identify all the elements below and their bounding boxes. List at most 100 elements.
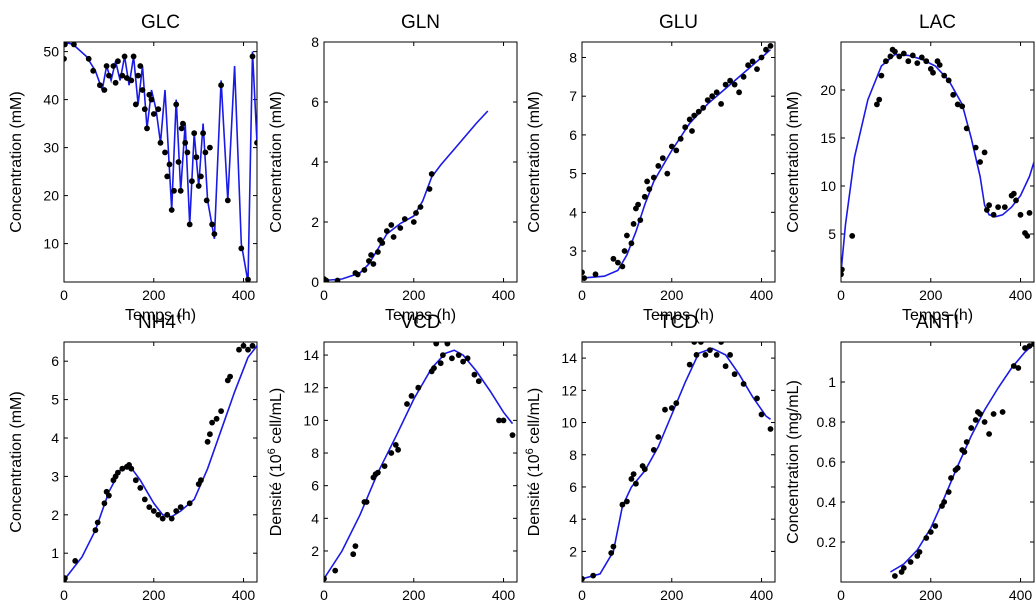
data-point bbox=[704, 97, 711, 103]
data-point bbox=[610, 255, 617, 262]
plot-area bbox=[324, 110, 489, 282]
x-tick-label: 400 bbox=[232, 587, 256, 603]
data-point bbox=[144, 125, 150, 132]
data-point bbox=[941, 72, 948, 79]
data-point bbox=[849, 233, 856, 239]
data-point bbox=[460, 358, 466, 365]
data-point bbox=[592, 271, 599, 278]
y-tick-label: 4 bbox=[569, 204, 577, 220]
data-point bbox=[995, 204, 1001, 211]
panel-title: GLN bbox=[401, 12, 440, 33]
data-point bbox=[361, 267, 368, 273]
data-point bbox=[137, 485, 144, 491]
y-tick-label: 14 bbox=[561, 350, 577, 366]
data-point bbox=[682, 124, 689, 131]
y-tick-label: 10 bbox=[820, 178, 836, 194]
data-point bbox=[119, 72, 126, 79]
y-tick-label: 8 bbox=[569, 447, 577, 463]
data-point bbox=[177, 187, 184, 194]
y-axis-label: Concentration (mM) bbox=[785, 91, 802, 232]
data-point bbox=[691, 112, 698, 119]
data-point bbox=[945, 489, 952, 495]
y-tick-label: 4 bbox=[51, 430, 59, 446]
panel-title: TCD bbox=[659, 312, 698, 333]
data-point bbox=[155, 511, 162, 518]
y-tick-label: 6 bbox=[51, 353, 59, 369]
data-point bbox=[948, 475, 954, 481]
data-point bbox=[740, 381, 747, 387]
data-point bbox=[455, 352, 462, 358]
data-point bbox=[354, 271, 361, 278]
data-point bbox=[722, 363, 729, 370]
data-point bbox=[624, 498, 630, 505]
panel-glu: 0 200 400 3 4 5 6 7 8 GLU Temps (h) Concentration (… bbox=[526, 12, 776, 324]
data-point bbox=[916, 549, 923, 555]
x-tick-label: 200 bbox=[142, 287, 166, 303]
data-point bbox=[444, 342, 451, 347]
y-tick-label: 2 bbox=[311, 543, 319, 559]
data-point bbox=[164, 173, 171, 180]
data-point bbox=[673, 400, 680, 407]
data-point bbox=[628, 240, 635, 247]
y-axis-label: Concentration (mM) bbox=[526, 91, 543, 232]
data-point bbox=[650, 447, 657, 453]
data-point bbox=[141, 496, 148, 503]
x-tick-label: 0 bbox=[837, 287, 845, 303]
data-point bbox=[930, 69, 936, 76]
data-point bbox=[990, 211, 997, 218]
data-point bbox=[981, 149, 988, 156]
data-point bbox=[148, 96, 155, 103]
y-tick-label: 5 bbox=[51, 392, 59, 408]
data-point bbox=[718, 101, 724, 107]
data-point bbox=[203, 197, 210, 204]
x-tick-label: 0 bbox=[578, 587, 586, 603]
x-tick-label: 0 bbox=[320, 287, 328, 303]
data-point bbox=[582, 275, 588, 281]
data-point bbox=[767, 43, 774, 49]
plot-area bbox=[582, 342, 774, 582]
x-tick-label: 400 bbox=[750, 287, 774, 303]
y-tick-label: 40 bbox=[43, 92, 59, 108]
data-point bbox=[352, 543, 359, 549]
plot-frame bbox=[63, 41, 258, 283]
data-point bbox=[659, 155, 666, 162]
x-tick-label: 200 bbox=[402, 287, 426, 303]
x-axis-label: Temps (h) bbox=[125, 307, 196, 324]
data-point bbox=[128, 465, 135, 472]
y-tick-label: 4 bbox=[311, 154, 319, 170]
x-tick-label: 400 bbox=[750, 587, 774, 603]
data-point bbox=[168, 515, 175, 522]
data-point bbox=[388, 450, 395, 456]
data-point bbox=[249, 53, 256, 60]
y-tick-label: 15 bbox=[820, 130, 836, 146]
data-point bbox=[936, 62, 943, 68]
data-point bbox=[740, 73, 747, 80]
data-point bbox=[392, 442, 399, 448]
data-point bbox=[1026, 343, 1033, 349]
data-point bbox=[184, 149, 191, 156]
data-point bbox=[191, 130, 198, 137]
data-point bbox=[207, 144, 213, 151]
data-point bbox=[718, 342, 724, 345]
data-point bbox=[630, 221, 637, 227]
data-point bbox=[767, 426, 774, 432]
data-point bbox=[972, 144, 979, 151]
y-axis-label: Concentration (mg/mL) bbox=[785, 380, 802, 544]
data-point bbox=[709, 93, 716, 100]
data-point bbox=[85, 55, 92, 62]
data-point bbox=[693, 352, 700, 358]
data-point bbox=[1010, 190, 1017, 197]
data-point bbox=[475, 378, 482, 385]
data-point bbox=[350, 551, 357, 558]
y-tick-label: 6 bbox=[569, 127, 577, 143]
data-point bbox=[139, 87, 146, 93]
data-point bbox=[119, 465, 126, 472]
data-point bbox=[390, 234, 397, 240]
data-point bbox=[121, 53, 128, 60]
panel-title: NH4+ bbox=[138, 309, 183, 333]
y-tick-label: 0.4 bbox=[817, 494, 837, 510]
y-tick-label: 50 bbox=[43, 44, 59, 60]
data-point bbox=[905, 58, 912, 65]
data-point bbox=[370, 261, 377, 267]
y-axis-label: Concentration (mM) bbox=[8, 91, 25, 232]
